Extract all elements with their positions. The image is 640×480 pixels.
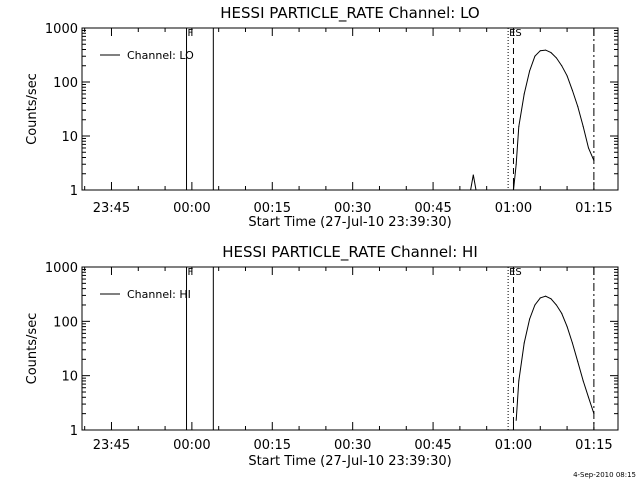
data-point [550, 52, 552, 54]
data-point [588, 396, 590, 398]
y-axis-label: Counts/sec [25, 73, 40, 145]
x-axis-label: Start Time (27-Jul-10 23:39:30) [248, 454, 451, 469]
data-point [582, 125, 584, 127]
data-point [518, 125, 520, 127]
legend-label: Channel: LO [127, 49, 194, 62]
x-tick-label: 00:45 [414, 438, 451, 453]
data-point [582, 380, 584, 382]
data-point [588, 147, 590, 149]
data-point [550, 298, 552, 300]
data-point [512, 189, 514, 191]
data-point [545, 295, 547, 297]
data-point [571, 342, 573, 344]
data-point [577, 106, 579, 108]
x-tick-label: 23:45 [93, 201, 130, 216]
x-tick-label: 00:30 [334, 438, 371, 453]
x-tick-label: 00:15 [254, 201, 291, 216]
data-point [534, 304, 536, 306]
y-axis-label: Counts/sec [25, 313, 40, 385]
chart-title: HESSI PARTICLE_RATE Channel: LO [220, 4, 479, 23]
y-tick-label: 100 [53, 315, 78, 330]
data-point [523, 93, 525, 95]
data-point [515, 419, 517, 421]
series-line [515, 295, 595, 421]
data-point [566, 326, 568, 328]
x-axis-label: Start Time (27-Jul-10 23:39:30) [248, 215, 451, 230]
event-marker-label: F [188, 28, 194, 39]
event-marker-label: F [188, 267, 194, 278]
data-point [470, 189, 472, 191]
generation-timestamp: 4-Sep-2010 08:15 [573, 471, 636, 479]
y-tick-label: 100 [53, 76, 78, 91]
y-tick-label: 10 [61, 370, 78, 385]
x-tick-label: 01:15 [575, 201, 612, 216]
data-point [555, 304, 557, 306]
y-tick-label: 1 [70, 424, 78, 439]
data-point [561, 65, 563, 67]
series-line [470, 49, 595, 191]
chart-title: HESSI PARTICLE_RATE Channel: HI [222, 243, 478, 262]
data-point [593, 413, 595, 415]
data-point [566, 75, 568, 77]
data-point [593, 160, 595, 162]
data-point [472, 174, 474, 176]
data-point [523, 342, 525, 344]
x-tick-label: 01:00 [495, 438, 532, 453]
data-point [545, 49, 547, 51]
x-tick-label: 00:00 [173, 438, 210, 453]
y-tick-label: 1000 [45, 22, 78, 37]
data-point [529, 70, 531, 72]
event-marker-label: ES [509, 267, 522, 278]
data-point [561, 312, 563, 314]
data-point [539, 297, 541, 299]
y-tick-label: 1 [70, 184, 78, 199]
y-tick-label: 10 [61, 130, 78, 145]
x-tick-label: 00:30 [334, 201, 371, 216]
plot-frame [81, 27, 619, 191]
x-tick-label: 23:45 [93, 438, 130, 453]
legend-label: Channel: HI [127, 288, 191, 301]
data-point [518, 380, 520, 382]
y-tick-label: 1000 [45, 261, 78, 276]
data-point [515, 163, 517, 165]
x-tick-label: 00:15 [254, 438, 291, 453]
data-point [529, 318, 531, 320]
data-point [539, 50, 541, 52]
data-point [555, 57, 557, 59]
event-marker-label: ES [509, 28, 522, 39]
x-tick-label: 01:00 [495, 201, 532, 216]
data-point [571, 89, 573, 91]
plot-frame [81, 266, 619, 431]
data-point [534, 55, 536, 57]
x-tick-label: 01:15 [575, 438, 612, 453]
x-tick-label: 00:45 [414, 201, 451, 216]
data-point [577, 361, 579, 363]
data-point [475, 189, 477, 191]
x-tick-label: 00:00 [173, 201, 210, 216]
